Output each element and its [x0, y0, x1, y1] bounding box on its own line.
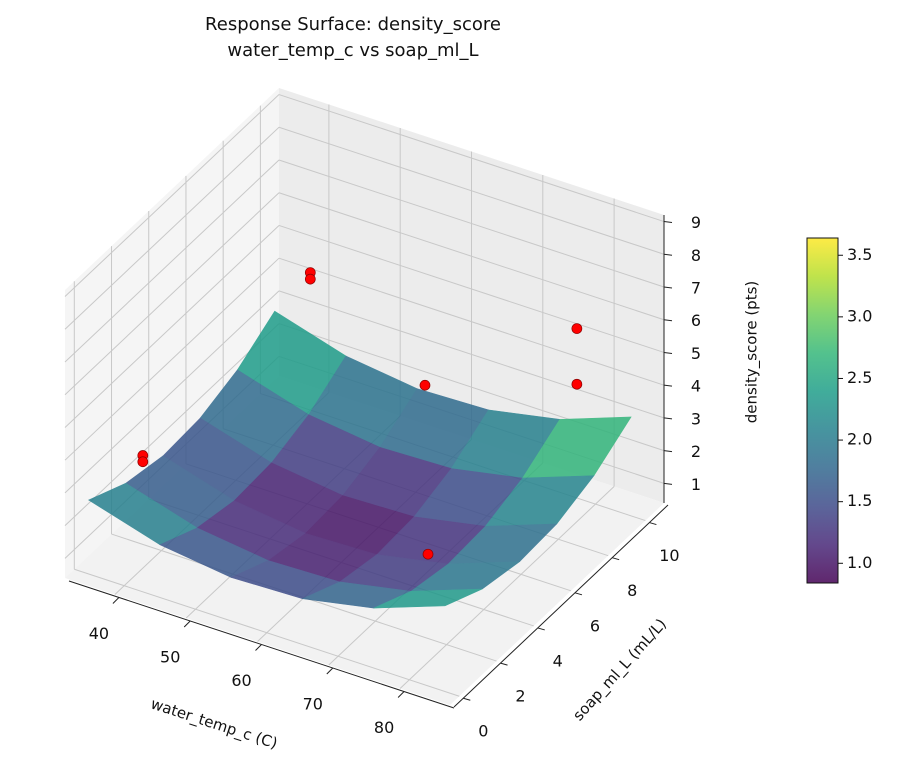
x-tick — [397, 691, 405, 698]
chart-title: Response Surface: density_score — [205, 14, 501, 35]
z-tick-label: 9 — [691, 213, 701, 232]
chart-subtitle: water_temp_c vs soap_ml_L — [227, 40, 478, 61]
grid-line — [64, 192, 280, 396]
colorbar-tick-label: 3.5 — [847, 245, 872, 264]
z-tick-label: 1 — [691, 475, 701, 494]
z-tick — [663, 417, 673, 420]
z-tick-label: 3 — [691, 409, 701, 428]
scatter-point — [137, 456, 149, 468]
colorbar-tick-label: 2.0 — [847, 430, 872, 449]
x-axis-line — [68, 580, 455, 709]
grid-line — [64, 126, 280, 330]
y-tick — [537, 627, 545, 631]
grid-line — [64, 257, 280, 461]
y-tick-label: 2 — [515, 687, 525, 706]
y-tick-label: 6 — [590, 616, 600, 635]
y-axis-line — [453, 504, 669, 708]
z-tick — [663, 253, 673, 256]
grid-line — [278, 192, 665, 321]
grid-line — [278, 126, 665, 255]
surface-patch — [373, 588, 483, 609]
grid-line — [64, 159, 280, 363]
z-tick — [663, 482, 673, 485]
colorbar — [806, 237, 839, 584]
grid-line — [64, 225, 280, 428]
z-tick — [663, 351, 673, 354]
y-tick — [574, 592, 583, 596]
grid-line — [64, 290, 280, 494]
colorbar-tick-label: 2.5 — [847, 368, 872, 387]
scatter-point — [304, 273, 316, 285]
scatter-point — [571, 378, 583, 390]
z-tick-label: 2 — [691, 442, 701, 461]
y-tick — [500, 662, 508, 666]
x-tick-label: 40 — [89, 624, 109, 643]
z-tick-label: 4 — [691, 377, 701, 396]
colorbar-tick-label: 3.0 — [847, 306, 872, 325]
x-tick — [326, 667, 334, 675]
x-tick-label: 50 — [160, 647, 180, 666]
y-tick — [649, 522, 657, 526]
scatter-point — [422, 548, 434, 560]
grid-line — [64, 323, 280, 526]
z-tick-label: 7 — [691, 279, 701, 298]
z-tick-label: 8 — [691, 246, 701, 265]
grid-line — [278, 257, 665, 386]
y-tick-label: 8 — [627, 581, 637, 600]
grid-line — [278, 224, 665, 353]
x-tick — [255, 644, 262, 651]
surface — [87, 310, 632, 609]
z-tick — [663, 286, 673, 289]
z-tick — [663, 319, 673, 322]
z-tick-label: 5 — [691, 344, 701, 363]
y-tick-label: 4 — [553, 651, 563, 670]
grid-line — [278, 159, 665, 288]
grid-line — [278, 94, 665, 223]
y-tick — [612, 557, 620, 561]
z-tick — [663, 450, 673, 453]
scatter-point — [571, 323, 583, 334]
grid-line — [74, 568, 460, 697]
z-tick — [663, 221, 673, 224]
colorbar-tick-label: 1.5 — [847, 491, 872, 510]
y-tick-label: 0 — [478, 722, 488, 741]
x-tick-label: 80 — [374, 718, 394, 737]
z-axis-label: density_score (pts) — [743, 281, 762, 424]
y-axis-label: soap_ml_L (mL/L) — [569, 615, 671, 725]
z-tick-label: 6 — [691, 311, 701, 330]
y-tick-label: 10 — [659, 546, 679, 565]
scatter-point — [419, 379, 431, 391]
x-tick-label: 70 — [303, 695, 323, 714]
x-tick-label: 60 — [231, 671, 251, 690]
z-tick — [663, 384, 673, 387]
y-tick — [463, 697, 471, 701]
x-axis-label: water_temp_c (C) — [148, 695, 280, 754]
grid-line — [278, 290, 665, 419]
grid-line — [64, 94, 280, 297]
x-tick — [183, 620, 191, 628]
x-tick — [112, 597, 120, 604]
colorbar-tick-label: 1.0 — [847, 553, 872, 572]
grid-line — [399, 486, 615, 689]
